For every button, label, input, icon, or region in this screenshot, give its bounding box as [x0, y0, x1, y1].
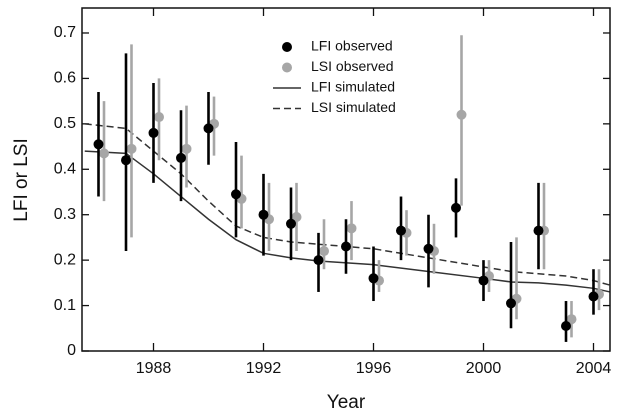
- x-tick-label: 1992: [246, 360, 282, 377]
- observed-point: [258, 209, 269, 220]
- simulated-line: [84, 150, 611, 293]
- observed-point: [456, 109, 467, 120]
- observed-point: [181, 143, 192, 154]
- observed-point: [291, 211, 302, 222]
- observed-point: [286, 218, 296, 229]
- legend-label: LFI simulated: [311, 79, 395, 95]
- observed-point: [478, 275, 489, 286]
- x-tick-label: 1996: [356, 360, 392, 377]
- observed-point: [451, 202, 461, 213]
- y-axis-title: LFI or LSI: [11, 138, 32, 221]
- observed-point: [126, 143, 137, 154]
- y-tick-label: 0.4: [54, 160, 76, 177]
- observed-point: [319, 246, 329, 257]
- y-tick-label: 0: [67, 342, 76, 359]
- legend-label: LSI simulated: [311, 99, 396, 115]
- observed-point: [93, 139, 104, 150]
- y-tick-label: 0.6: [54, 70, 76, 87]
- y-tick-label: 0.3: [54, 206, 76, 223]
- legend-marker: [282, 62, 292, 73]
- observed-point: [176, 152, 186, 163]
- legend-label: LFI observed: [311, 38, 393, 54]
- y-tick-label: 0.7: [54, 24, 76, 41]
- observed-point: [368, 273, 379, 284]
- observed-point: [99, 148, 109, 159]
- observed-point: [396, 225, 406, 236]
- plot-frame: [81, 7, 611, 352]
- observed-point: [423, 243, 434, 254]
- y-tick-label: 0.1: [54, 297, 76, 314]
- legend-label: LSI observed: [311, 58, 394, 74]
- observed-point: [561, 321, 571, 332]
- observed-point: [121, 155, 131, 166]
- simulated-line: [84, 123, 611, 286]
- observed-point: [588, 291, 599, 302]
- legend-marker: [282, 42, 292, 52]
- observed-point: [346, 223, 357, 234]
- observed-point: [313, 255, 324, 266]
- observed-point: [148, 127, 159, 138]
- x-tick-label: 2000: [466, 360, 502, 377]
- observed-point: [506, 298, 516, 309]
- observed-point: [203, 123, 214, 134]
- x-tick-label: 2004: [576, 360, 612, 377]
- x-axis-title: Year: [327, 392, 366, 413]
- observed-point: [566, 314, 577, 325]
- observed-point: [341, 241, 351, 252]
- y-tick-label: 0.2: [54, 251, 76, 268]
- x-tick-label: 1988: [136, 360, 172, 377]
- observed-point: [154, 112, 164, 123]
- observed-point: [231, 189, 241, 200]
- y-tick-label: 0.5: [54, 115, 76, 132]
- observed-point: [533, 225, 544, 236]
